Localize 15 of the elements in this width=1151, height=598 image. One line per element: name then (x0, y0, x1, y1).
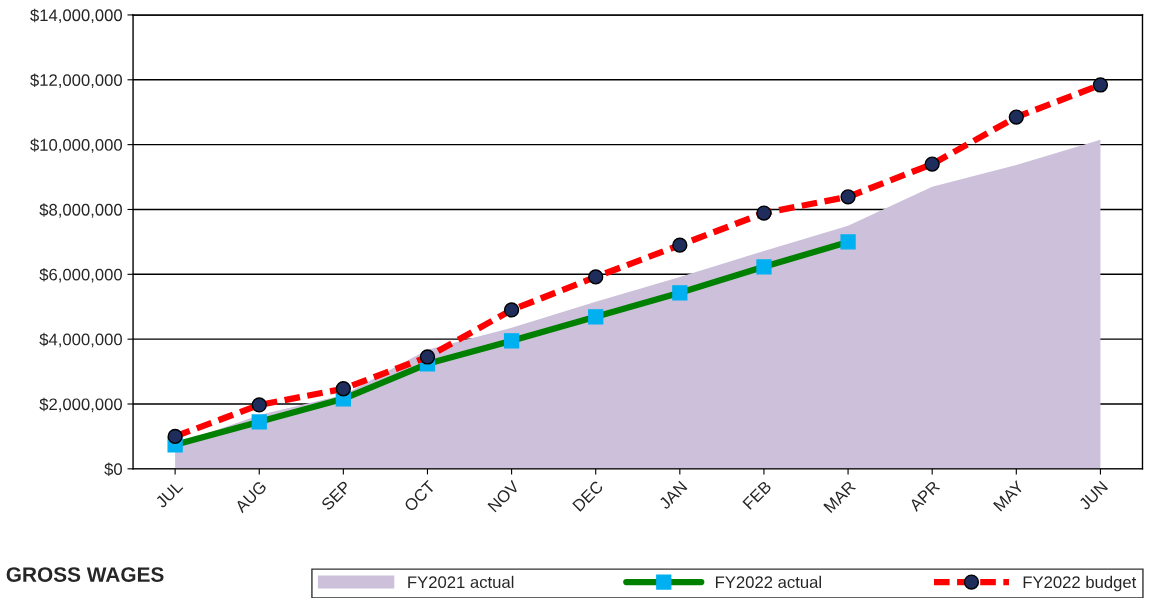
text: GROSS WAGES (6, 567, 164, 582)
y-tick-label: $10,000,000 (30, 138, 122, 153)
y-tick-label: $0 (104, 462, 122, 477)
y-tick-label: $2,000,000 (39, 397, 122, 413)
x-tick-label: FEB (742, 480, 772, 510)
y-tick-label: $12,000,000 (30, 73, 122, 88)
legend-label: FY2022 budget (1023, 575, 1137, 592)
legend-label: FY2021 actual (408, 575, 514, 589)
x-tick-label: JAN (658, 480, 688, 510)
y-tick-label: $6,000,000 (39, 268, 122, 283)
y-tick-label: $4,000,000 (39, 332, 122, 348)
legend-label: FY2022 actual (715, 575, 821, 589)
y-tick-label: $8,000,000 (39, 203, 122, 218)
x-tick-label: JUL (154, 480, 184, 509)
y-tick-label: $14,000,000 (30, 8, 122, 24)
